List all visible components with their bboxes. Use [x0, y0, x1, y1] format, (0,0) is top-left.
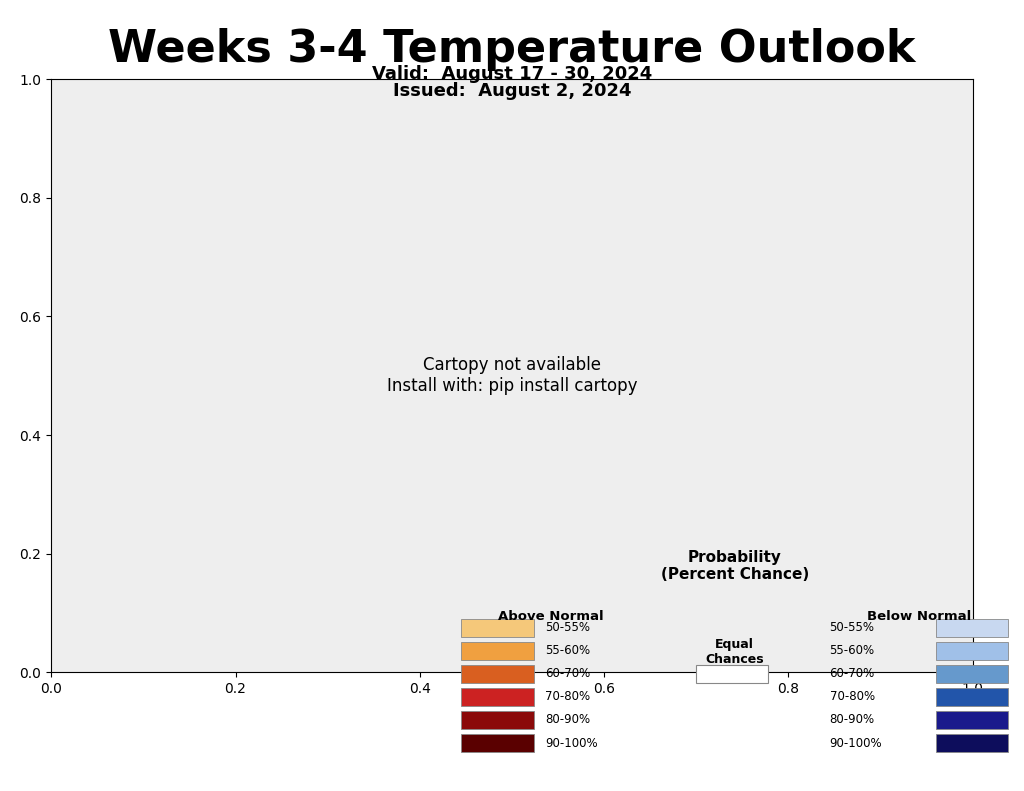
Bar [936, 734, 1009, 752]
Bar [936, 688, 1009, 706]
Bar [461, 688, 534, 706]
Text: Weeks 3-4 Temperature Outlook: Weeks 3-4 Temperature Outlook [109, 28, 915, 70]
Text: Above Normal: Above Normal [498, 610, 603, 623]
Text: 55-60%: 55-60% [545, 644, 590, 657]
Text: Cartopy not available
Install with: pip install cartopy: Cartopy not available Install with: pip … [387, 356, 637, 396]
Text: 50-55%: 50-55% [545, 621, 590, 634]
Bar [695, 664, 768, 683]
Bar [936, 711, 1009, 729]
Bar [461, 664, 534, 683]
Text: Equal
Chances: Equal Chances [706, 638, 764, 666]
Bar [461, 619, 534, 637]
Bar [461, 734, 534, 752]
Text: Issued:  August 2, 2024: Issued: August 2, 2024 [393, 82, 631, 100]
Bar [461, 711, 534, 729]
Text: 70-80%: 70-80% [829, 691, 874, 703]
Text: 60-70%: 60-70% [829, 668, 874, 680]
Bar [936, 619, 1009, 637]
Bar [936, 664, 1009, 683]
Text: 70-80%: 70-80% [545, 691, 590, 703]
Bar [936, 642, 1009, 660]
Text: 60-70%: 60-70% [545, 668, 590, 680]
Text: 55-60%: 55-60% [829, 644, 874, 657]
Text: Below Normal: Below Normal [866, 610, 971, 623]
Text: 90-100%: 90-100% [829, 736, 883, 750]
Text: 80-90%: 80-90% [545, 713, 590, 726]
Text: 90-100%: 90-100% [545, 736, 598, 750]
Text: Probability
(Percent Chance): Probability (Percent Chance) [660, 550, 809, 582]
Text: Valid:  August 17 - 30, 2024: Valid: August 17 - 30, 2024 [372, 65, 652, 83]
Text: 50-55%: 50-55% [829, 621, 874, 634]
Bar [461, 642, 534, 660]
Text: 80-90%: 80-90% [829, 713, 874, 726]
